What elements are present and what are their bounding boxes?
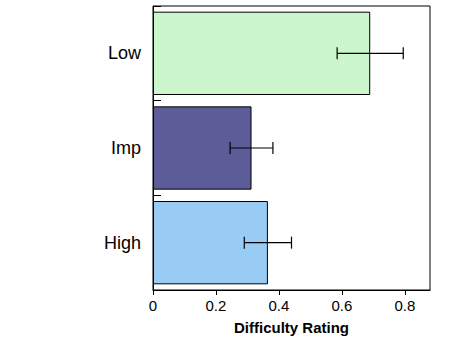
- svg-text:0.2: 0.2: [206, 297, 227, 314]
- svg-text:High: High: [104, 233, 141, 253]
- svg-text:Low: Low: [108, 43, 142, 63]
- svg-text:0: 0: [149, 297, 157, 314]
- svg-text:0.6: 0.6: [331, 297, 352, 314]
- svg-text:Imp: Imp: [111, 138, 141, 158]
- svg-text:Difficulty Rating: Difficulty Rating: [234, 319, 349, 336]
- svg-text:0.8: 0.8: [394, 297, 415, 314]
- svg-text:0.4: 0.4: [268, 297, 289, 314]
